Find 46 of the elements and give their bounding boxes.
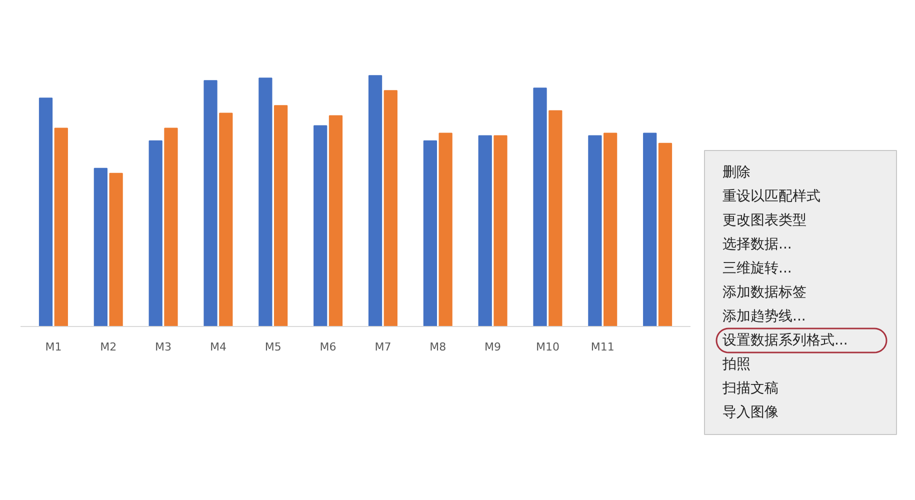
text: 三维旋转... (722, 260, 792, 276)
bar (328, 115, 343, 326)
x-tick-label: M10 (536, 340, 560, 354)
bar (423, 140, 438, 326)
bar (494, 135, 508, 326)
bar (258, 78, 272, 326)
x-tick-label: M5 (264, 340, 282, 354)
bar (548, 110, 562, 326)
bar (384, 90, 398, 326)
x-tick-label: M11 (590, 340, 614, 354)
text: 添加趋势线... (722, 308, 806, 324)
x-tick-label: M7 (374, 340, 392, 354)
x-tick-label: M3 (155, 340, 172, 354)
text: 选择数据... (722, 236, 792, 252)
text: 重设以匹配样式 (722, 188, 820, 204)
x-tick-label: M1 (45, 340, 62, 354)
bar (438, 132, 452, 326)
text: 更改图表类型 (722, 212, 806, 228)
bar (274, 105, 288, 326)
bar (148, 140, 162, 326)
bar (38, 98, 53, 326)
bar (604, 132, 618, 326)
bar (94, 168, 108, 326)
text: 添加数据标签 (722, 284, 806, 300)
x-tick-label: M8 (430, 340, 446, 354)
bar (643, 132, 657, 326)
text: 拍照 (722, 356, 750, 372)
bar (109, 172, 123, 326)
bar (588, 135, 602, 326)
x-tick-label: M4 (210, 340, 226, 354)
text: 删除 (722, 164, 750, 180)
text: 导入图像 (722, 404, 778, 420)
bar (164, 128, 178, 326)
bar (533, 88, 547, 326)
bar (368, 75, 382, 326)
bar (54, 128, 68, 326)
text: 扫描文稿 (722, 380, 778, 396)
x-tick-label: M2 (100, 340, 117, 354)
bar (314, 125, 328, 326)
text: 设置数据系列格式... (722, 332, 848, 348)
bar (658, 142, 672, 326)
x-tick-label: M9 (484, 340, 502, 354)
x-tick-label: M6 (320, 340, 336, 354)
bar (219, 112, 233, 326)
bar (204, 80, 218, 326)
bar (478, 135, 492, 326)
